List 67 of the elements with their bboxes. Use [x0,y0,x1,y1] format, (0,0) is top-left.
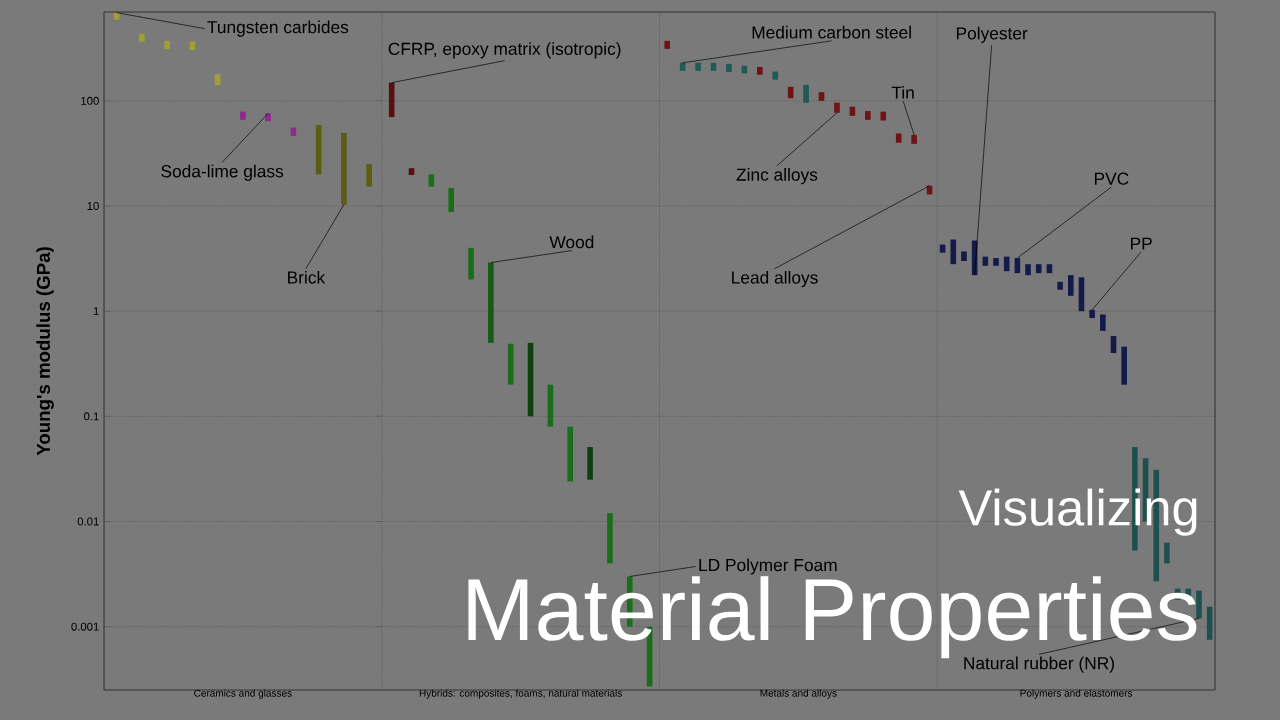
bar [1164,542,1170,564]
bar [1100,314,1106,331]
bar [818,92,825,101]
bar [189,41,196,51]
bar [139,33,145,42]
bar [993,258,999,266]
annotation: PP [1131,237,1152,250]
annotation: CFRP, epoxy matrix (isotropic) [388,42,621,59]
bar [757,66,763,75]
y-tick-label: 10 [87,202,99,211]
bar [488,262,494,343]
bar [607,513,613,564]
bar [428,174,435,187]
bar [587,447,593,480]
bar [1121,346,1127,385]
bar [772,71,779,80]
bar [950,239,957,265]
y-tick-label: 0.001 [71,622,99,631]
bar [865,111,871,120]
bar [547,384,554,427]
bar [1035,264,1042,274]
annotation: Medium carbon steel [752,25,911,39]
annotation: Zinc alloys [736,168,818,185]
bar [880,111,887,121]
bar [240,111,246,120]
bar [1057,281,1063,290]
bar [164,40,170,50]
bar [695,62,701,71]
annotation: Soda-lime glass [161,164,284,181]
y-axis-title: Young's modulus (GPa) [36,247,54,456]
bar [468,247,474,280]
bar [1046,264,1053,274]
bar [1089,309,1095,319]
annotation: Polyester [956,26,1028,43]
bar [803,84,809,103]
bar [341,132,347,205]
x-axis-title: Hybrids: composites, foams, natural materials [419,689,622,699]
x-axis-title: Metals and alloys [760,689,837,699]
bar [895,133,902,143]
annotation: Brick [288,270,326,284]
bar [448,188,454,212]
bar [911,134,917,144]
bar [507,343,514,385]
bar [1025,264,1031,276]
annotation: Tungsten carbides [207,20,349,37]
x-axis-title: Polymers and elastomers [1020,689,1133,699]
annotation: Tin [891,86,914,99]
annotation: Wood [549,235,594,249]
annotation: Lead alloys [732,270,818,288]
bar [567,426,574,482]
y-tick-label: 100 [81,96,99,105]
bar [1067,275,1074,296]
y-tick-label: 0.01 [77,517,99,526]
bar [961,251,967,262]
bar [214,74,221,86]
bar [1196,590,1202,619]
y-tick-label: 0.1 [83,412,99,421]
x-axis-title: Ceramics and glasses [194,689,292,699]
y-tick-label: 1 [93,307,99,316]
bar [741,65,748,74]
bar [664,40,671,49]
bar [834,102,840,113]
annotation: LD Polymer Foam [699,558,837,575]
bar [366,164,372,187]
bar [408,168,415,176]
annotation: PVC [1094,172,1129,185]
bar [726,64,732,73]
